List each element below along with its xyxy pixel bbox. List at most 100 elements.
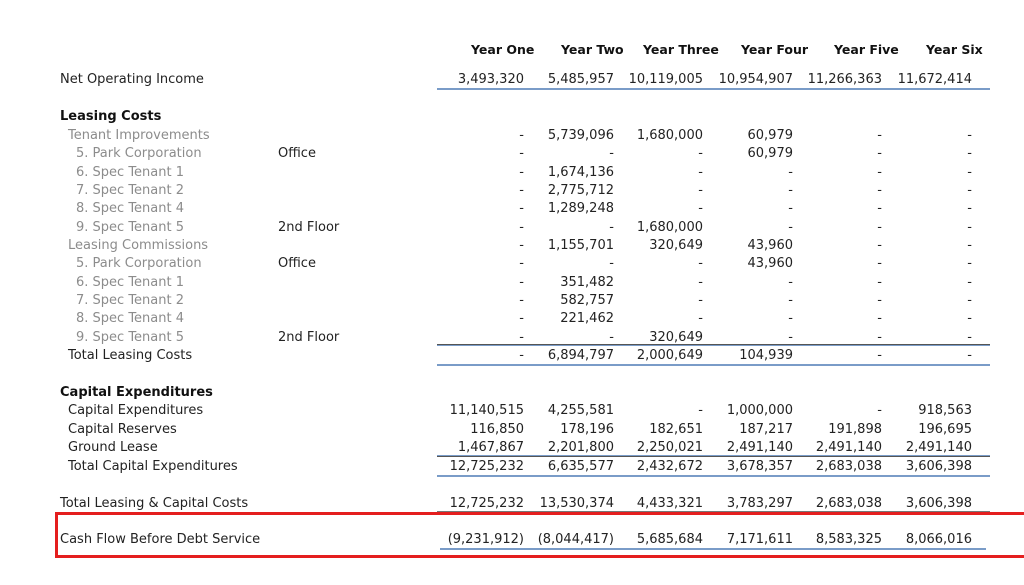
cell-year-2: -: [609, 146, 614, 161]
cell-year-4: 2,491,140: [726, 440, 793, 455]
cell-year-5: 191,898: [828, 422, 882, 437]
cell-year-2: 221,462: [560, 311, 614, 326]
cell-year-4: 104,939: [739, 348, 793, 363]
row-label: Net Operating Income: [60, 72, 204, 87]
cell-year-5: 2,491,140: [815, 440, 882, 455]
cell-year-5: -: [877, 256, 882, 271]
cell-year-1: -: [519, 256, 524, 271]
cell-year-5: -: [877, 146, 882, 161]
row-label: 8. Spec Tenant 4: [76, 201, 184, 216]
cell-year-4: -: [788, 183, 793, 198]
cell-year-3: -: [698, 201, 703, 216]
cell-year-5: 11,266,363: [807, 72, 882, 87]
cash-flow-highlight-box: [55, 512, 1024, 558]
row-tenant-improvements: Tenant Improvements - 5,739,096 1,680,000 60…: [0, 126, 1024, 145]
cell-year-6: -: [967, 165, 972, 180]
row-label: 9. Spec Tenant 5: [76, 220, 184, 235]
row-lc-spec-tenant-5: 9. Spec Tenant 5 2nd Floor - - 320,649 - - -: [0, 328, 1024, 347]
cell-year-6: -: [967, 293, 972, 308]
cell-year-3: 10,119,005: [628, 72, 703, 87]
cell-year-4: 43,960: [747, 256, 794, 271]
cell-year-3: -: [698, 183, 703, 198]
cell-year-4: 60,979: [747, 128, 794, 143]
cell-year-1: -: [519, 348, 524, 363]
cell-year-6: -: [967, 238, 972, 253]
row-label: Capital Expenditures: [60, 385, 213, 400]
cell-year-4: 3,678,357: [726, 459, 793, 474]
row-label: 7. Spec Tenant 2: [76, 183, 184, 198]
row-sublabel: Office: [278, 146, 316, 161]
cell-year-2: 582,757: [560, 293, 614, 308]
cell-year-5: -: [877, 165, 882, 180]
cell-year-1: -: [519, 293, 524, 308]
cell-year-3: 1,680,000: [636, 128, 703, 143]
section-capital-expenditures: Capital Expenditures: [0, 383, 1024, 402]
rule-below-total-leasing: [437, 364, 990, 366]
cell-year-1: 11,140,515: [449, 403, 524, 418]
cell-year-3: 4,433,321: [636, 496, 703, 511]
header-year-three: Year Three: [643, 42, 719, 57]
cell-year-6: 918,563: [918, 403, 972, 418]
cell-year-5: -: [877, 403, 882, 418]
cell-year-6: -: [967, 220, 972, 235]
row-label: Leasing Costs: [60, 109, 162, 124]
cell-year-4: -: [788, 330, 793, 345]
cell-year-2: 2,775,712: [547, 183, 614, 198]
row-label: Tenant Improvements: [68, 128, 210, 143]
cell-year-5: -: [877, 330, 882, 345]
cell-year-3: -: [698, 146, 703, 161]
cell-year-6: 11,672,414: [897, 72, 972, 87]
row-lc-park-corporation: 5. Park Corporation Office - - - 43,960 - -: [0, 254, 1024, 273]
header-year-one: Year One: [471, 42, 535, 57]
cell-year-2: 13,530,374: [539, 496, 614, 511]
row-capital-reserves: Capital Reserves 116,850 178,196 182,651 187…: [0, 420, 1024, 439]
row-label: 5. Park Corporation: [76, 256, 202, 271]
row-label: Total Leasing & Capital Costs: [60, 496, 249, 511]
row-total-capital-expenditures: Total Capital Expenditures 12,725,232 6,63…: [0, 457, 1024, 476]
row-label: Leasing Commissions: [68, 238, 209, 253]
cell-year-4: -: [788, 311, 793, 326]
cell-year-5: -: [877, 220, 882, 235]
cell-year-3: 2,432,672: [636, 459, 703, 474]
cell-year-6: 8,066,016: [905, 532, 972, 547]
cell-year-5: -: [877, 311, 882, 326]
row-label: 9. Spec Tenant 5: [76, 330, 184, 345]
rule-above-total-capex-blue: [437, 455, 990, 456]
row-lc-spec-tenant-1: 6. Spec Tenant 1 - 351,482 - - - -: [0, 273, 1024, 292]
row-ti-spec-tenant-4: 8. Spec Tenant 4 - 1,289,248 - - - -: [0, 199, 1024, 218]
cell-year-3: -: [698, 293, 703, 308]
row-lc-spec-tenant-4: 8. Spec Tenant 4 - 221,462 - - - -: [0, 309, 1024, 328]
cell-year-3: -: [698, 256, 703, 271]
cell-year-2: -: [609, 330, 614, 345]
row-lc-spec-tenant-2: 7. Spec Tenant 2 - 582,757 - - - -: [0, 291, 1024, 310]
cell-year-6: 196,695: [918, 422, 972, 437]
row-sublabel: 2nd Floor: [278, 330, 340, 345]
cell-year-5: -: [877, 128, 882, 143]
cell-year-2: 5,485,957: [547, 72, 614, 87]
cell-year-4: 60,979: [747, 146, 794, 161]
cell-year-2: 178,196: [560, 422, 614, 437]
row-label: Ground Lease: [68, 440, 158, 455]
cell-year-1: 116,850: [470, 422, 524, 437]
cell-year-1: (9,231,912): [447, 532, 524, 547]
cell-year-2: 5,739,096: [547, 128, 614, 143]
rule-below-total-capex: [437, 475, 990, 477]
section-leasing-costs: Leasing Costs: [0, 107, 1024, 126]
rule-above-total-capex: [437, 456, 990, 457]
cell-year-6: -: [967, 128, 972, 143]
row-label: Cash Flow Before Debt Service: [60, 532, 261, 547]
cell-year-1: -: [519, 238, 524, 253]
row-ti-spec-tenant-5: 9. Spec Tenant 5 2nd Floor - - 1,680,000 - - -: [0, 218, 1024, 237]
cell-year-2: 1,289,248: [547, 201, 614, 216]
cell-year-1: -: [519, 183, 524, 198]
row-label: 6. Spec Tenant 1: [76, 165, 184, 180]
row-ti-spec-tenant-2: 7. Spec Tenant 2 - 2,775,712 - - - -: [0, 181, 1024, 200]
cell-year-3: 320,649: [649, 330, 703, 345]
header-year-six: Year Six: [926, 42, 983, 57]
cell-year-4: 1,000,000: [726, 403, 793, 418]
header-year-two: Year Two: [561, 42, 624, 57]
cell-year-6: -: [967, 183, 972, 198]
cell-year-3: 2,250,021: [636, 440, 703, 455]
cell-year-5: 2,683,038: [815, 496, 882, 511]
header-year-five: Year Five: [834, 42, 899, 57]
